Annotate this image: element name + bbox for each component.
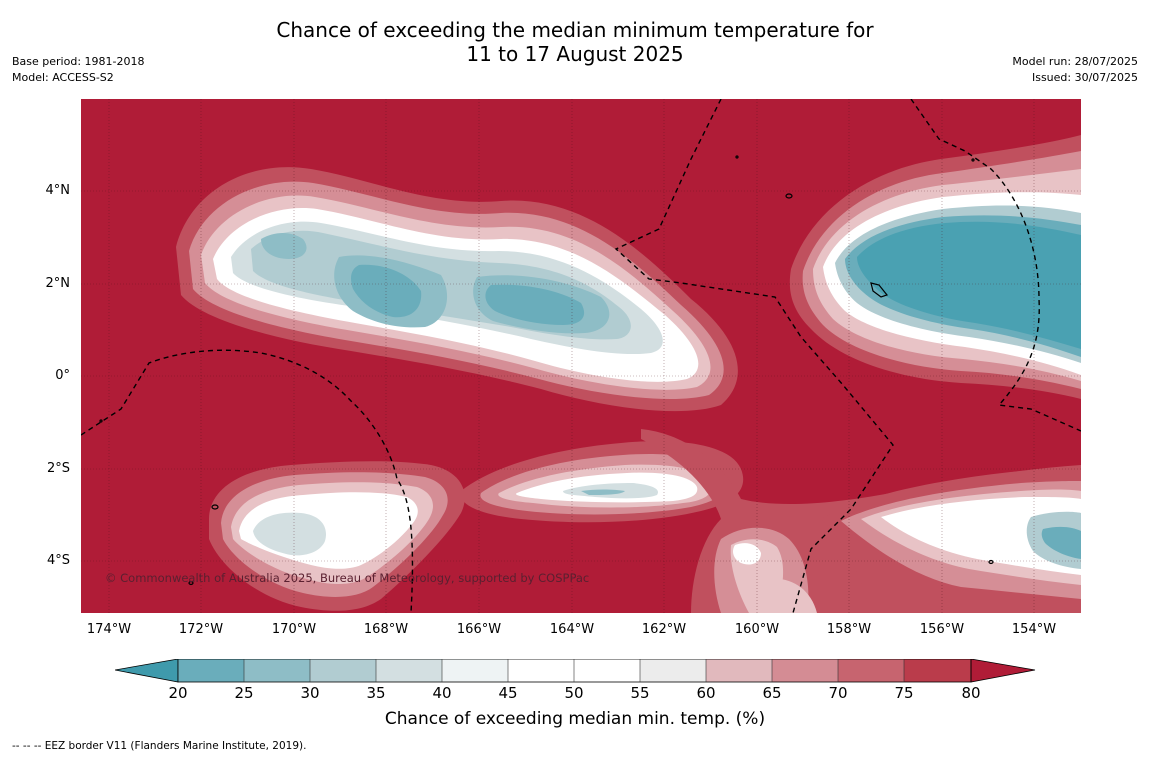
lat-label-2s: 2°S: [46, 461, 70, 476]
colorbar-bin-25-30: [244, 659, 310, 682]
base-period: Base period: 1981-2018: [12, 55, 145, 68]
contour-region-south-east: [821, 467, 1081, 613]
islands: [99, 155, 994, 586]
lat-label-4n: 4°N: [45, 183, 71, 198]
lon-label-164w: 164°W: [549, 622, 595, 637]
contour-region-south-centre: [460, 441, 744, 523]
lon-label-162w: 162°W: [641, 622, 687, 637]
issued-date: Issued: 30/07/2025: [1031, 71, 1138, 84]
model-name: Model: ACCESS-S2: [12, 71, 114, 84]
colorbar-label-55: 55: [630, 684, 650, 702]
lon-label-158w: 158°W: [826, 622, 872, 637]
contour-region-south-west: [209, 461, 465, 611]
contour-region-north-east: [789, 135, 1081, 399]
colorbar-low-arrow: [115, 659, 179, 683]
colorbar-high-arrow: [970, 659, 1036, 683]
colorbar-label-75: 75: [894, 684, 914, 702]
lat-label-0: 0°: [55, 368, 70, 383]
colorbar-bin-35-40: [376, 659, 442, 682]
colorbar-title: Chance of exceeding median min. temp. (%…: [384, 709, 766, 729]
eez-borders: [81, 99, 1081, 613]
lat-label-4s: 4°S: [46, 553, 70, 568]
lat-label-2n: 2°N: [45, 276, 71, 291]
colorbar-label-70: 70: [828, 684, 848, 702]
lon-label-160w: 160°W: [734, 622, 780, 637]
colorbar-label-50: 50: [564, 684, 584, 702]
colorbar-bin-30-35: [310, 659, 376, 682]
model-run: Model run: 28/07/2025: [1012, 55, 1138, 68]
probability-map: © Commonwealth of Australia 2025, Bureau…: [81, 99, 1081, 613]
lon-label-174w: 174°W: [86, 622, 132, 637]
probability-contours: [176, 135, 1081, 613]
colorbar-bin-20-25: [178, 659, 244, 682]
map-title: Chance of exceeding the median minimum t…: [0, 18, 1150, 66]
colorbar-label-60: 60: [696, 684, 716, 702]
map-field: [81, 99, 1081, 613]
lon-label-170w: 170°W: [271, 622, 317, 637]
colorbar-bin-50-55: [574, 659, 640, 682]
colorbar: [115, 659, 1036, 683]
colorbar-label-40: 40: [432, 684, 452, 702]
colorbar-label-20: 20: [168, 684, 188, 702]
colorbar-bin-75-80: [904, 659, 971, 682]
colorbar-bin-45-50: [508, 659, 574, 682]
title-line-1: Chance of exceeding the median minimum t…: [276, 18, 874, 42]
contour-region-north-west: [176, 167, 738, 412]
colorbar-label-65: 65: [762, 684, 782, 702]
lon-label-168w: 168°W: [363, 622, 409, 637]
colorbar-bin-60-65: [706, 659, 772, 682]
colorbar-label-30: 30: [300, 684, 320, 702]
meta-right: Model run: 28/07/2025 Issued: 30/07/2025: [1012, 54, 1138, 86]
lon-label-172w: 172°W: [178, 622, 224, 637]
lon-label-154w: 154°W: [1011, 622, 1057, 637]
lon-label-156w: 156°W: [919, 622, 965, 637]
colorbar-label-35: 35: [366, 684, 386, 702]
colorbar-bin-70-75: [838, 659, 904, 682]
colorbar-label-25: 25: [234, 684, 254, 702]
meta-left: Base period: 1981-2018 Model: ACCESS-S2: [12, 54, 144, 86]
lon-label-166w: 166°W: [456, 622, 502, 637]
colorbar-bin-55-60: [640, 659, 706, 682]
eez-footnote: -- -- -- EEZ border V11 (Flanders Marine…: [12, 740, 307, 752]
colorbar-label-80: 80: [961, 684, 981, 702]
colorbar-bin-40-45: [442, 659, 508, 682]
copyright-notice: © Commonwealth of Australia 2025, Bureau…: [105, 571, 590, 585]
title-line-2: 11 to 17 August 2025: [466, 42, 684, 66]
colorbar-label-45: 45: [498, 684, 518, 702]
colorbar-bin-65-70: [772, 659, 838, 682]
